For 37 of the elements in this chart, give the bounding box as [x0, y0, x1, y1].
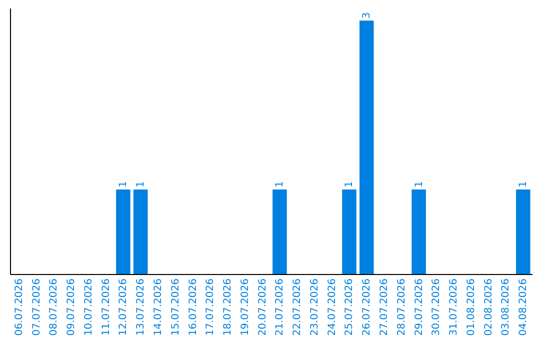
x-tick-label: 29.07.2026 — [414, 278, 425, 336]
x-tick-label: 02.08.2026 — [483, 278, 494, 336]
x-tick-label: 01.08.2026 — [466, 278, 477, 336]
x-tick-label: 31.07.2026 — [448, 278, 460, 336]
x-tick-label: 03.08.2026 — [500, 278, 512, 336]
x-tick-label: 28.07.2026 — [396, 278, 408, 336]
x-tick-label: 22.07.2026 — [292, 278, 304, 336]
x-tick-label: 30.07.2026 — [431, 278, 442, 336]
x-tick-label: 18.07.2026 — [222, 278, 234, 336]
x-tick-label: 14.07.2026 — [152, 278, 164, 336]
data-label: 3 — [362, 12, 373, 19]
data-label: 1 — [136, 181, 147, 188]
x-tick-label: 15.07.2026 — [170, 278, 182, 336]
x-tick-label: 04.08.2026 — [518, 278, 530, 336]
data-label: 1 — [118, 181, 130, 188]
data-label: 1 — [518, 181, 530, 188]
data-label: 1 — [274, 181, 286, 188]
x-tick-label: 19.07.2026 — [240, 278, 251, 336]
x-tick-label: 11.07.2026 — [100, 278, 112, 336]
x-tick-label: 25.07.2026 — [344, 278, 356, 336]
x-tick-label: 06.07.2026 — [14, 278, 25, 336]
x-tick-label: 21.07.2026 — [274, 278, 286, 336]
x-tick-label: 13.07.2026 — [136, 278, 147, 336]
x-tick-label: 16.07.2026 — [188, 278, 199, 336]
x-tick-label: 20.07.2026 — [257, 278, 268, 336]
x-tick-label: 10.07.2026 — [83, 278, 94, 336]
data-label: 1 — [344, 181, 356, 188]
x-tick-label: 26.07.2026 — [362, 278, 373, 336]
x-tick-label: 07.07.2026 — [31, 278, 42, 336]
data-label: 1 — [414, 181, 425, 188]
x-tick-label: 08.07.2026 — [48, 278, 60, 336]
x-tick-label: 17.07.2026 — [205, 278, 216, 336]
x-tick-label: 23.07.2026 — [309, 278, 320, 336]
x-tick-label: 27.07.2026 — [379, 278, 390, 336]
x-tick-label: 12.07.2026 — [118, 278, 130, 336]
x-tick-label: 09.07.2026 — [66, 278, 78, 336]
x-tick-label: 24.07.2026 — [326, 278, 338, 336]
